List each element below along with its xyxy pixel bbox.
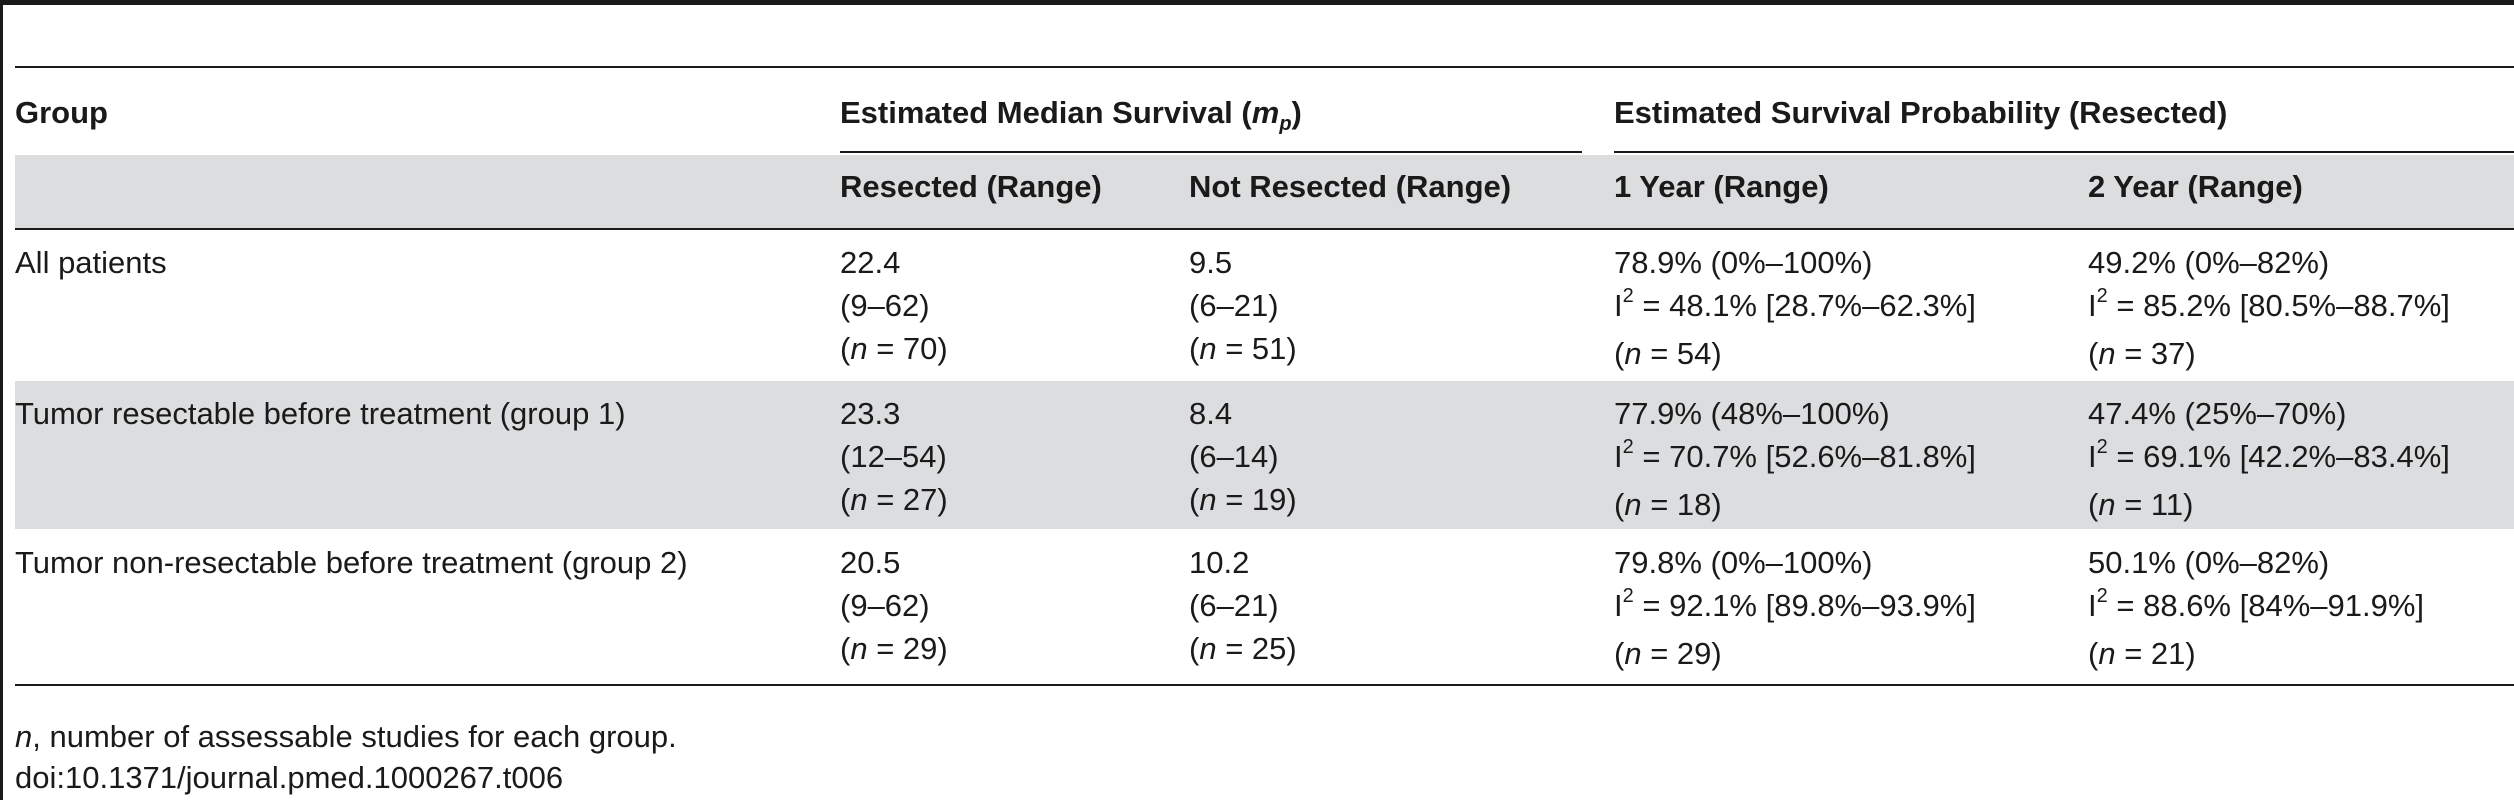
header-bottom-rule [15,228,2514,230]
footnote: n, number of assessable studies for each… [15,719,677,754]
cell-not-resected: 9.5 (6–21) (n = 51) [1189,245,1297,366]
median-survival-span-rule [840,151,1582,153]
cell-one-year: 78.9% (0%–100%) I2 = 48.1% [28.7%–62.3%]… [1614,245,1976,371]
cell-two-year: 49.2% (0%–82%) I2 = 85.2% [80.5%–88.7%] … [2088,245,2450,371]
survival-prob-span-rule [1614,151,2514,153]
header-not-resected: Not Resected (Range) [1189,169,1512,204]
row-group: Tumor resectable before treatment (group… [15,396,626,431]
header-two-year: 2 Year (Range) [2088,169,2303,204]
header-median-survival: Estimated Median Survival (mp) [840,95,1302,136]
top-border [0,0,2514,5]
subheader-band [15,155,2514,229]
cell-one-year: 77.9% (48%–100%) I2 = 70.7% [52.6%–81.8%… [1614,396,1976,522]
cell-two-year: 50.1% (0%–82%) I2 = 88.6% [84%–91.9%] (n… [2088,545,2425,671]
cell-resected: 22.4 (9–62) (n = 70) [840,245,948,366]
doi-link[interactable]: doi:10.1371/journal.pmed.1000267.t006 [15,760,564,795]
cell-not-resected: 10.2 (6–21) (n = 25) [1189,545,1297,666]
cell-resected: 20.5 (9–62) (n = 29) [840,545,948,666]
header-resected: Resected (Range) [840,169,1102,204]
header-survival-probability: Estimated Survival Probability (Resected… [1614,95,2228,130]
cell-resected: 23.3 (12–54) (n = 27) [840,396,948,517]
table-bottom-rule [15,684,2514,686]
header-group: Group [15,95,108,130]
cell-two-year: 47.4% (25%–70%) I2 = 69.1% [42.2%–83.4%]… [2088,396,2450,522]
row-group: All patients [15,245,167,280]
cell-one-year: 79.8% (0%–100%) I2 = 92.1% [89.8%–93.9%]… [1614,545,1976,671]
cell-not-resected: 8.4 (6–14) (n = 19) [1189,396,1297,517]
left-border [0,0,3,800]
row-band-group1 [15,381,2514,529]
row-group: Tumor non-resectable before treatment (g… [15,545,688,580]
header-one-year: 1 Year (Range) [1614,169,1829,204]
table-top-rule [15,66,2514,68]
